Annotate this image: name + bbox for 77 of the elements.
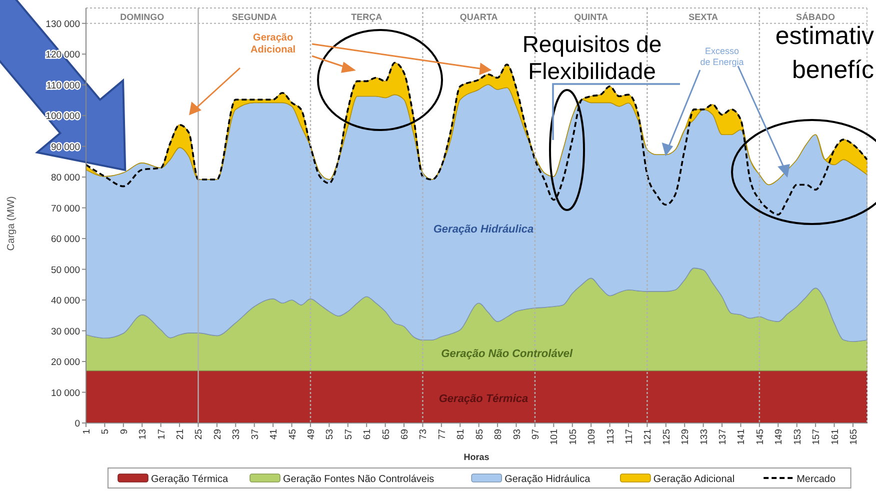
x-tick-label: 81 bbox=[456, 429, 467, 440]
x-tick-label: 141 bbox=[736, 429, 748, 445]
x-tick-label: 29 bbox=[212, 429, 224, 440]
x-tick-label: 105 bbox=[568, 429, 579, 445]
x-tick-label: 121 bbox=[642, 429, 654, 445]
legend-label: Geração Hidráulica bbox=[504, 474, 591, 485]
y-tick-label: 50 000 bbox=[50, 264, 80, 276]
y-tick-label: 120 000 bbox=[46, 50, 80, 61]
x-tick-label: 37 bbox=[250, 429, 261, 440]
annotation: TERÇA bbox=[351, 12, 383, 22]
x-axis-title: Horas bbox=[464, 452, 490, 462]
y-tick-label: 60 000 bbox=[50, 234, 80, 246]
x-tick-label: 77 bbox=[436, 429, 448, 440]
x-tick-label: 1 bbox=[82, 429, 92, 434]
y-tick-label: 70 000 bbox=[50, 203, 80, 214]
annotation: SEGUNDA bbox=[232, 12, 278, 22]
x-tick-label: 101 bbox=[549, 429, 560, 445]
annotation: Geração Adicional bbox=[250, 32, 296, 56]
x-tick-label: 69 bbox=[400, 429, 411, 440]
x-tick-label: 61 bbox=[362, 429, 374, 440]
x-tick-label: 53 bbox=[324, 429, 336, 440]
x-tick-label: 165 bbox=[848, 429, 860, 445]
x-tick-label: 125 bbox=[661, 429, 672, 445]
x-tick-label: 57 bbox=[343, 429, 354, 440]
x-tick-label: 89 bbox=[493, 429, 504, 440]
annotation: Geração Hidráulica bbox=[433, 223, 534, 236]
x-tick-label: 145 bbox=[754, 429, 766, 445]
annotation: Geração Não Controlável bbox=[441, 348, 574, 360]
x-tick-label: 157 bbox=[811, 429, 822, 445]
annotation: Excesso de Energia bbox=[700, 46, 744, 68]
annotation: QUARTA bbox=[460, 12, 498, 22]
annotation: SÁBADO bbox=[796, 12, 836, 22]
x-tick-label: 161 bbox=[830, 429, 841, 445]
x-tick-label: 25 bbox=[194, 429, 205, 440]
x-tick-label: 5 bbox=[100, 429, 112, 434]
annotation: estimativ benefíc bbox=[775, 22, 874, 84]
x-tick-label: 9 bbox=[118, 429, 130, 434]
legend-label: Mercado bbox=[796, 474, 836, 485]
annotation: QUINTA bbox=[574, 12, 608, 22]
legend-label: Geração Adicional bbox=[653, 474, 735, 485]
y-tick-label: 20 000 bbox=[50, 357, 80, 368]
y-axis-title: Carga (MW) bbox=[6, 196, 17, 251]
x-tick-label: 117 bbox=[624, 429, 635, 444]
y-tick-label: 10 000 bbox=[50, 388, 80, 399]
y-tick-label: 130 000 bbox=[46, 18, 80, 30]
x-tick-label: 149 bbox=[774, 429, 785, 445]
x-tick-label: 85 bbox=[474, 429, 486, 440]
x-tick-label: 109 bbox=[586, 429, 598, 445]
x-tick-label: 65 bbox=[380, 429, 392, 440]
x-tick-label: 17 bbox=[156, 429, 168, 440]
y-tick-label: 40 000 bbox=[50, 296, 80, 307]
y-tick-label: 100 000 bbox=[46, 111, 80, 122]
legend-label: Geração Térmica bbox=[151, 474, 229, 485]
x-tick-label: 153 bbox=[792, 429, 804, 445]
annotation: SEXTA bbox=[688, 12, 718, 22]
x-tick-label: 45 bbox=[287, 429, 298, 440]
annotation: Requisitos de Flexibilidade bbox=[522, 31, 662, 84]
x-tick-label: 113 bbox=[605, 429, 616, 444]
y-tick-label: 30 000 bbox=[50, 326, 80, 338]
annotation: Geração Térmica bbox=[438, 393, 528, 406]
y-tick-label: 0 bbox=[74, 418, 80, 430]
x-tick-label: 133 bbox=[698, 429, 710, 445]
annotation: DOMINGO bbox=[120, 12, 164, 22]
x-tick-label: 137 bbox=[718, 429, 729, 445]
legend-label: Geração Fontes Não Controláveis bbox=[283, 474, 434, 485]
y-tick-label: 80 000 bbox=[50, 172, 80, 184]
x-tick-label: 21 bbox=[175, 429, 186, 440]
x-tick-label: 129 bbox=[680, 429, 692, 445]
x-tick-label: 97 bbox=[530, 429, 542, 440]
x-tick-label: 73 bbox=[418, 429, 430, 440]
y-tick-label: 110 000 bbox=[46, 80, 80, 92]
x-tick-label: 33 bbox=[231, 429, 242, 440]
y-tick-label: 90 000 bbox=[50, 142, 80, 153]
x-tick-label: 49 bbox=[306, 429, 317, 440]
x-tick-label: 41 bbox=[268, 429, 280, 440]
x-tick-label: 93 bbox=[512, 429, 523, 440]
x-tick-label: 13 bbox=[138, 429, 149, 440]
